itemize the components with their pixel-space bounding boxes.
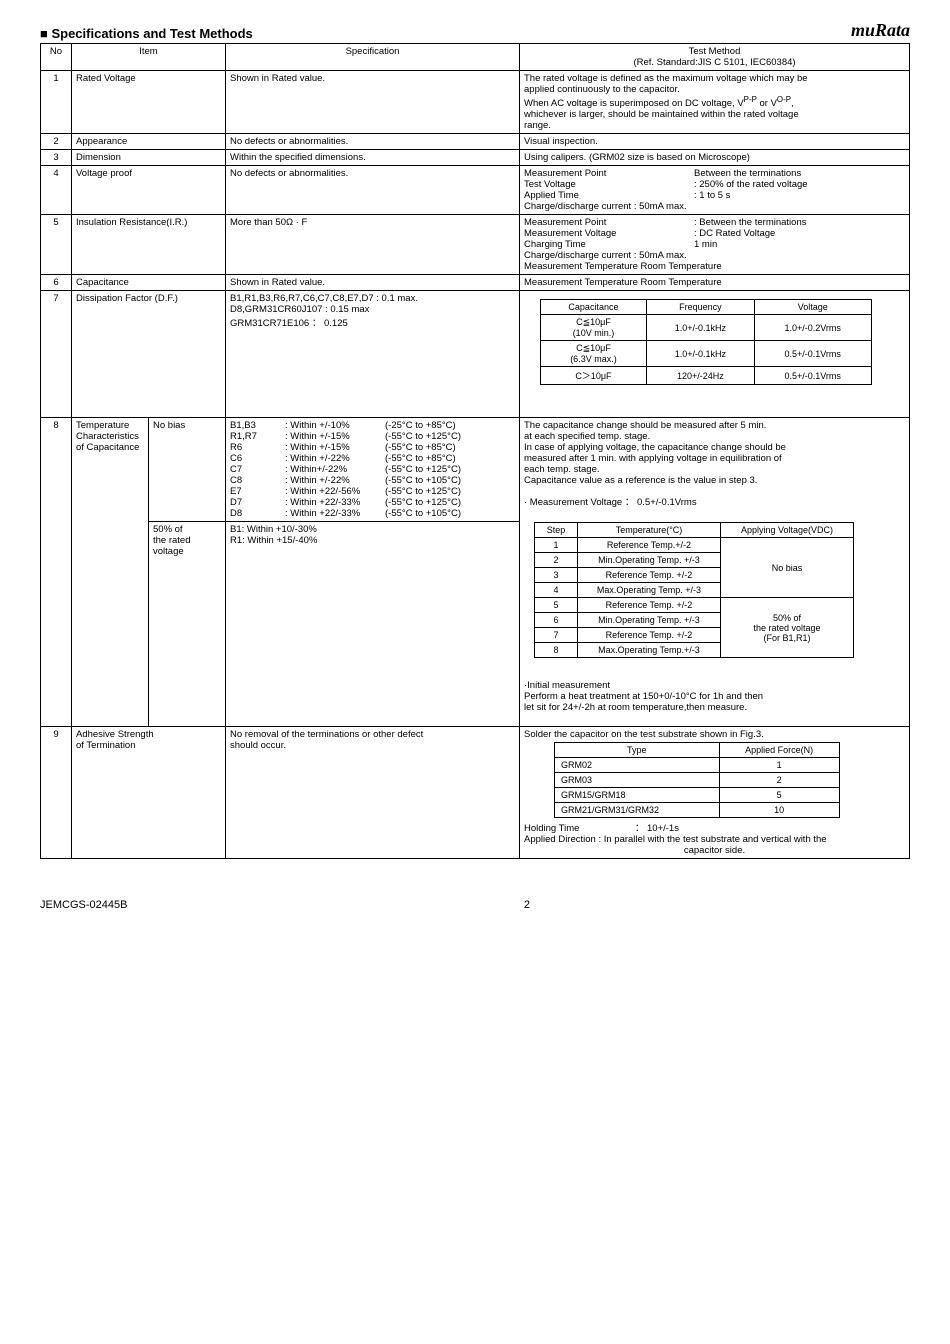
row-no: 2 — [41, 134, 72, 150]
row-spec: Shown in Rated value. — [226, 71, 520, 134]
row-no: 8 — [41, 418, 72, 727]
row-no: 9 — [41, 727, 72, 859]
table-row: 3 Dimension Within the specified dimensi… — [41, 150, 910, 166]
table-row: 8 Temperature Characteristics of Capacit… — [41, 418, 910, 522]
header-spec: Specification — [226, 44, 520, 71]
header-item: Item — [72, 44, 226, 71]
row-test: Using calipers. (GRM02 size is based on … — [520, 150, 910, 166]
test-line: The rated voltage is defined as the maxi… — [524, 73, 905, 84]
bias-label: No bias — [149, 418, 226, 522]
step-table: Step Temperature(°C) Applying Voltage(VD… — [534, 522, 854, 658]
table-row: 7 Dissipation Factor (D.F.) B1,R1,B3,R6,… — [41, 291, 910, 418]
table-row: 5 Insulation Resistance(I.R.) More than … — [41, 215, 910, 275]
header-no: No — [41, 44, 72, 71]
row-item: Voltage proof — [72, 166, 226, 215]
row-no: 1 — [41, 71, 72, 134]
row-item: Dissipation Factor (D.F.) — [72, 291, 226, 418]
row-spec: B1,R1,B3,R6,R7,C6,C7,C8,E7,D7 : 0.1 max.… — [226, 291, 520, 418]
test-line: range. — [524, 120, 905, 131]
table-row: 6 Capacitance Shown in Rated value. Meas… — [41, 275, 910, 291]
row-no: 5 — [41, 215, 72, 275]
row-item: Capacitance — [72, 275, 226, 291]
test-line: When AC voltage is superimposed on DC vo… — [524, 95, 905, 109]
table-row: 2 Appearance No defects or abnormalities… — [41, 134, 910, 150]
row-item: Insulation Resistance(I.R.) — [72, 215, 226, 275]
row-no: 4 — [41, 166, 72, 215]
row-test: The rated voltage is defined as the maxi… — [520, 71, 910, 134]
test-line: applied continuously to the capacitor. — [524, 84, 905, 95]
header-test: Test Method (Ref. Standard:JIS C 5101, I… — [520, 44, 910, 71]
type-force-table: Type Applied Force(N) GRM021 GRM032 GRM1… — [554, 742, 840, 818]
row-no: 3 — [41, 150, 72, 166]
section-title: ■ Specifications and Test Methods — [40, 26, 253, 41]
bias-label-2: 50% of the rated voltage — [149, 522, 226, 727]
row-item: Rated Voltage — [72, 71, 226, 134]
row-item: Adhesive Strength of Termination — [72, 727, 226, 859]
row-no: 7 — [41, 291, 72, 418]
header-test-sub: (Ref. Standard:JIS C 5101, IEC60384) — [524, 57, 905, 68]
row-spec: No removal of the terminations or other … — [226, 727, 520, 859]
table-row: 9 Adhesive Strength of Termination No re… — [41, 727, 910, 859]
footer-doc-id: JEMCGS-02445B — [40, 899, 127, 911]
row-no: 6 — [41, 275, 72, 291]
row-test: Measurement Point: Between the terminati… — [520, 215, 910, 275]
row-spec: Shown in Rated value. — [226, 275, 520, 291]
page-footer: JEMCGS-02445B 2 — [40, 899, 910, 911]
row-test: Measurement Temperature Room Temperature — [520, 275, 910, 291]
table-row: 1 Rated Voltage Shown in Rated value. Th… — [41, 71, 910, 134]
header-test-top: Test Method — [524, 46, 905, 57]
row-test: The capacitance change should be measure… — [520, 418, 910, 727]
row-spec: No defects or abnormalities. — [226, 134, 520, 150]
row-spec-2: B1: Within +10/-30% R1: Within +15/-40% — [226, 522, 520, 727]
row-spec: More than 50Ω · F — [226, 215, 520, 275]
row-item: Temperature Characteristics of Capacitan… — [72, 418, 149, 727]
spec-table: No Item Specification Test Method (Ref. … — [40, 43, 910, 859]
row-spec: Within the specified dimensions. — [226, 150, 520, 166]
row-spec: No defects or abnormalities. — [226, 166, 520, 215]
row-spec: B1,B3: Within +/-10%(-25°C to +85°C) R1,… — [226, 418, 520, 522]
row-test: Solder the capacitor on the test substra… — [520, 727, 910, 859]
dissipation-table: Capacitance Frequency Voltage C≦10μF (10… — [540, 299, 872, 385]
brand-logo: muRata — [851, 20, 910, 41]
row-test: Visual inspection. — [520, 134, 910, 150]
test-line: whichever is larger, should be maintaine… — [524, 109, 905, 120]
row-item: Appearance — [72, 134, 226, 150]
table-row: 4 Voltage proof No defects or abnormalit… — [41, 166, 910, 215]
row-item: Dimension — [72, 150, 226, 166]
header-row: ■ Specifications and Test Methods muRata — [40, 20, 910, 41]
row-test: Measurement PointBetween the termination… — [520, 166, 910, 215]
row-test: Capacitance Frequency Voltage C≦10μF (10… — [520, 291, 910, 418]
footer-page-number: 2 — [524, 899, 530, 911]
